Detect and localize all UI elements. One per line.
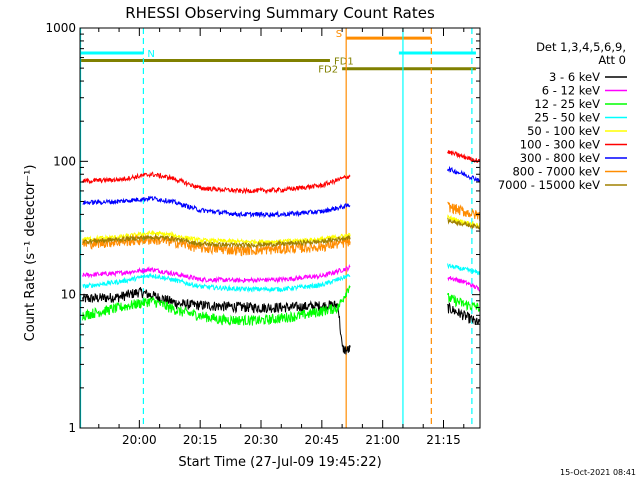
series-line	[82, 287, 351, 355]
y-tick-label: 1	[68, 421, 76, 435]
legend-entry-label: 12 - 25 keV	[534, 97, 600, 111]
series-line	[82, 171, 351, 195]
y-tick-label: 100	[53, 154, 76, 168]
series-line	[447, 293, 481, 312]
x-tick-label: 21:15	[426, 433, 461, 447]
x-axis-label: Start Time (27-Jul-09 19:45:22)	[178, 455, 381, 470]
y-tick-label: 10	[61, 288, 76, 302]
state-marker-lines	[79, 28, 473, 428]
x-tick-label: 20:45	[305, 433, 340, 447]
legend-entry-label: 50 - 100 keV	[527, 124, 600, 138]
series-line	[447, 302, 481, 325]
y-axis-label: Count Rate (s⁻¹ detector⁻¹)	[23, 165, 38, 342]
y-tick-label: 1000	[45, 21, 76, 35]
flag-label-fd2: FD2	[318, 65, 338, 76]
x-tick-label: 20:15	[183, 433, 218, 447]
legend-entry-label: 3 - 6 keV	[549, 70, 600, 84]
legend-entry-label: 800 - 7000 keV	[512, 165, 600, 179]
series-line	[82, 233, 351, 250]
series-line	[447, 276, 480, 292]
x-tick-label: 21:00	[365, 433, 400, 447]
count-rate-series	[82, 150, 481, 355]
flag-label-n: N	[147, 49, 154, 60]
legend-entry-label: 7000 - 15000 keV	[498, 178, 600, 192]
series-line	[82, 272, 351, 294]
legend-entry-label: 100 - 300 keV	[520, 138, 600, 152]
legend-entry-label: 25 - 50 keV	[534, 111, 600, 125]
series-line	[82, 284, 351, 326]
series-line	[447, 263, 481, 276]
x-tick-label: 20:30	[244, 433, 279, 447]
chart-title: RHESSI Observing Summary Count Rates	[125, 4, 435, 22]
generation-timestamp: 15-Oct-2021 08:41	[560, 468, 636, 477]
legend-entry-label: 300 - 800 keV	[520, 151, 600, 165]
flag-label-s: S	[336, 29, 342, 40]
series-line	[82, 195, 351, 219]
series-line	[82, 263, 351, 284]
axes: 1 10 100 1000 20:00 20:15 20:30 20:45 21:00 21:15	[45, 21, 480, 447]
legend-title: Det 1,3,4,5,6,9,	[536, 40, 626, 54]
flag-label-fd1: FD1	[334, 57, 354, 68]
series-line	[447, 217, 480, 230]
plot-frame	[79, 27, 481, 429]
legend-subtitle: Att 0	[598, 53, 626, 67]
legend-entry-label: 6 - 12 keV	[542, 84, 600, 98]
series-line	[447, 165, 481, 183]
series-line	[447, 201, 481, 221]
x-tick-label: 20:00	[122, 433, 157, 447]
